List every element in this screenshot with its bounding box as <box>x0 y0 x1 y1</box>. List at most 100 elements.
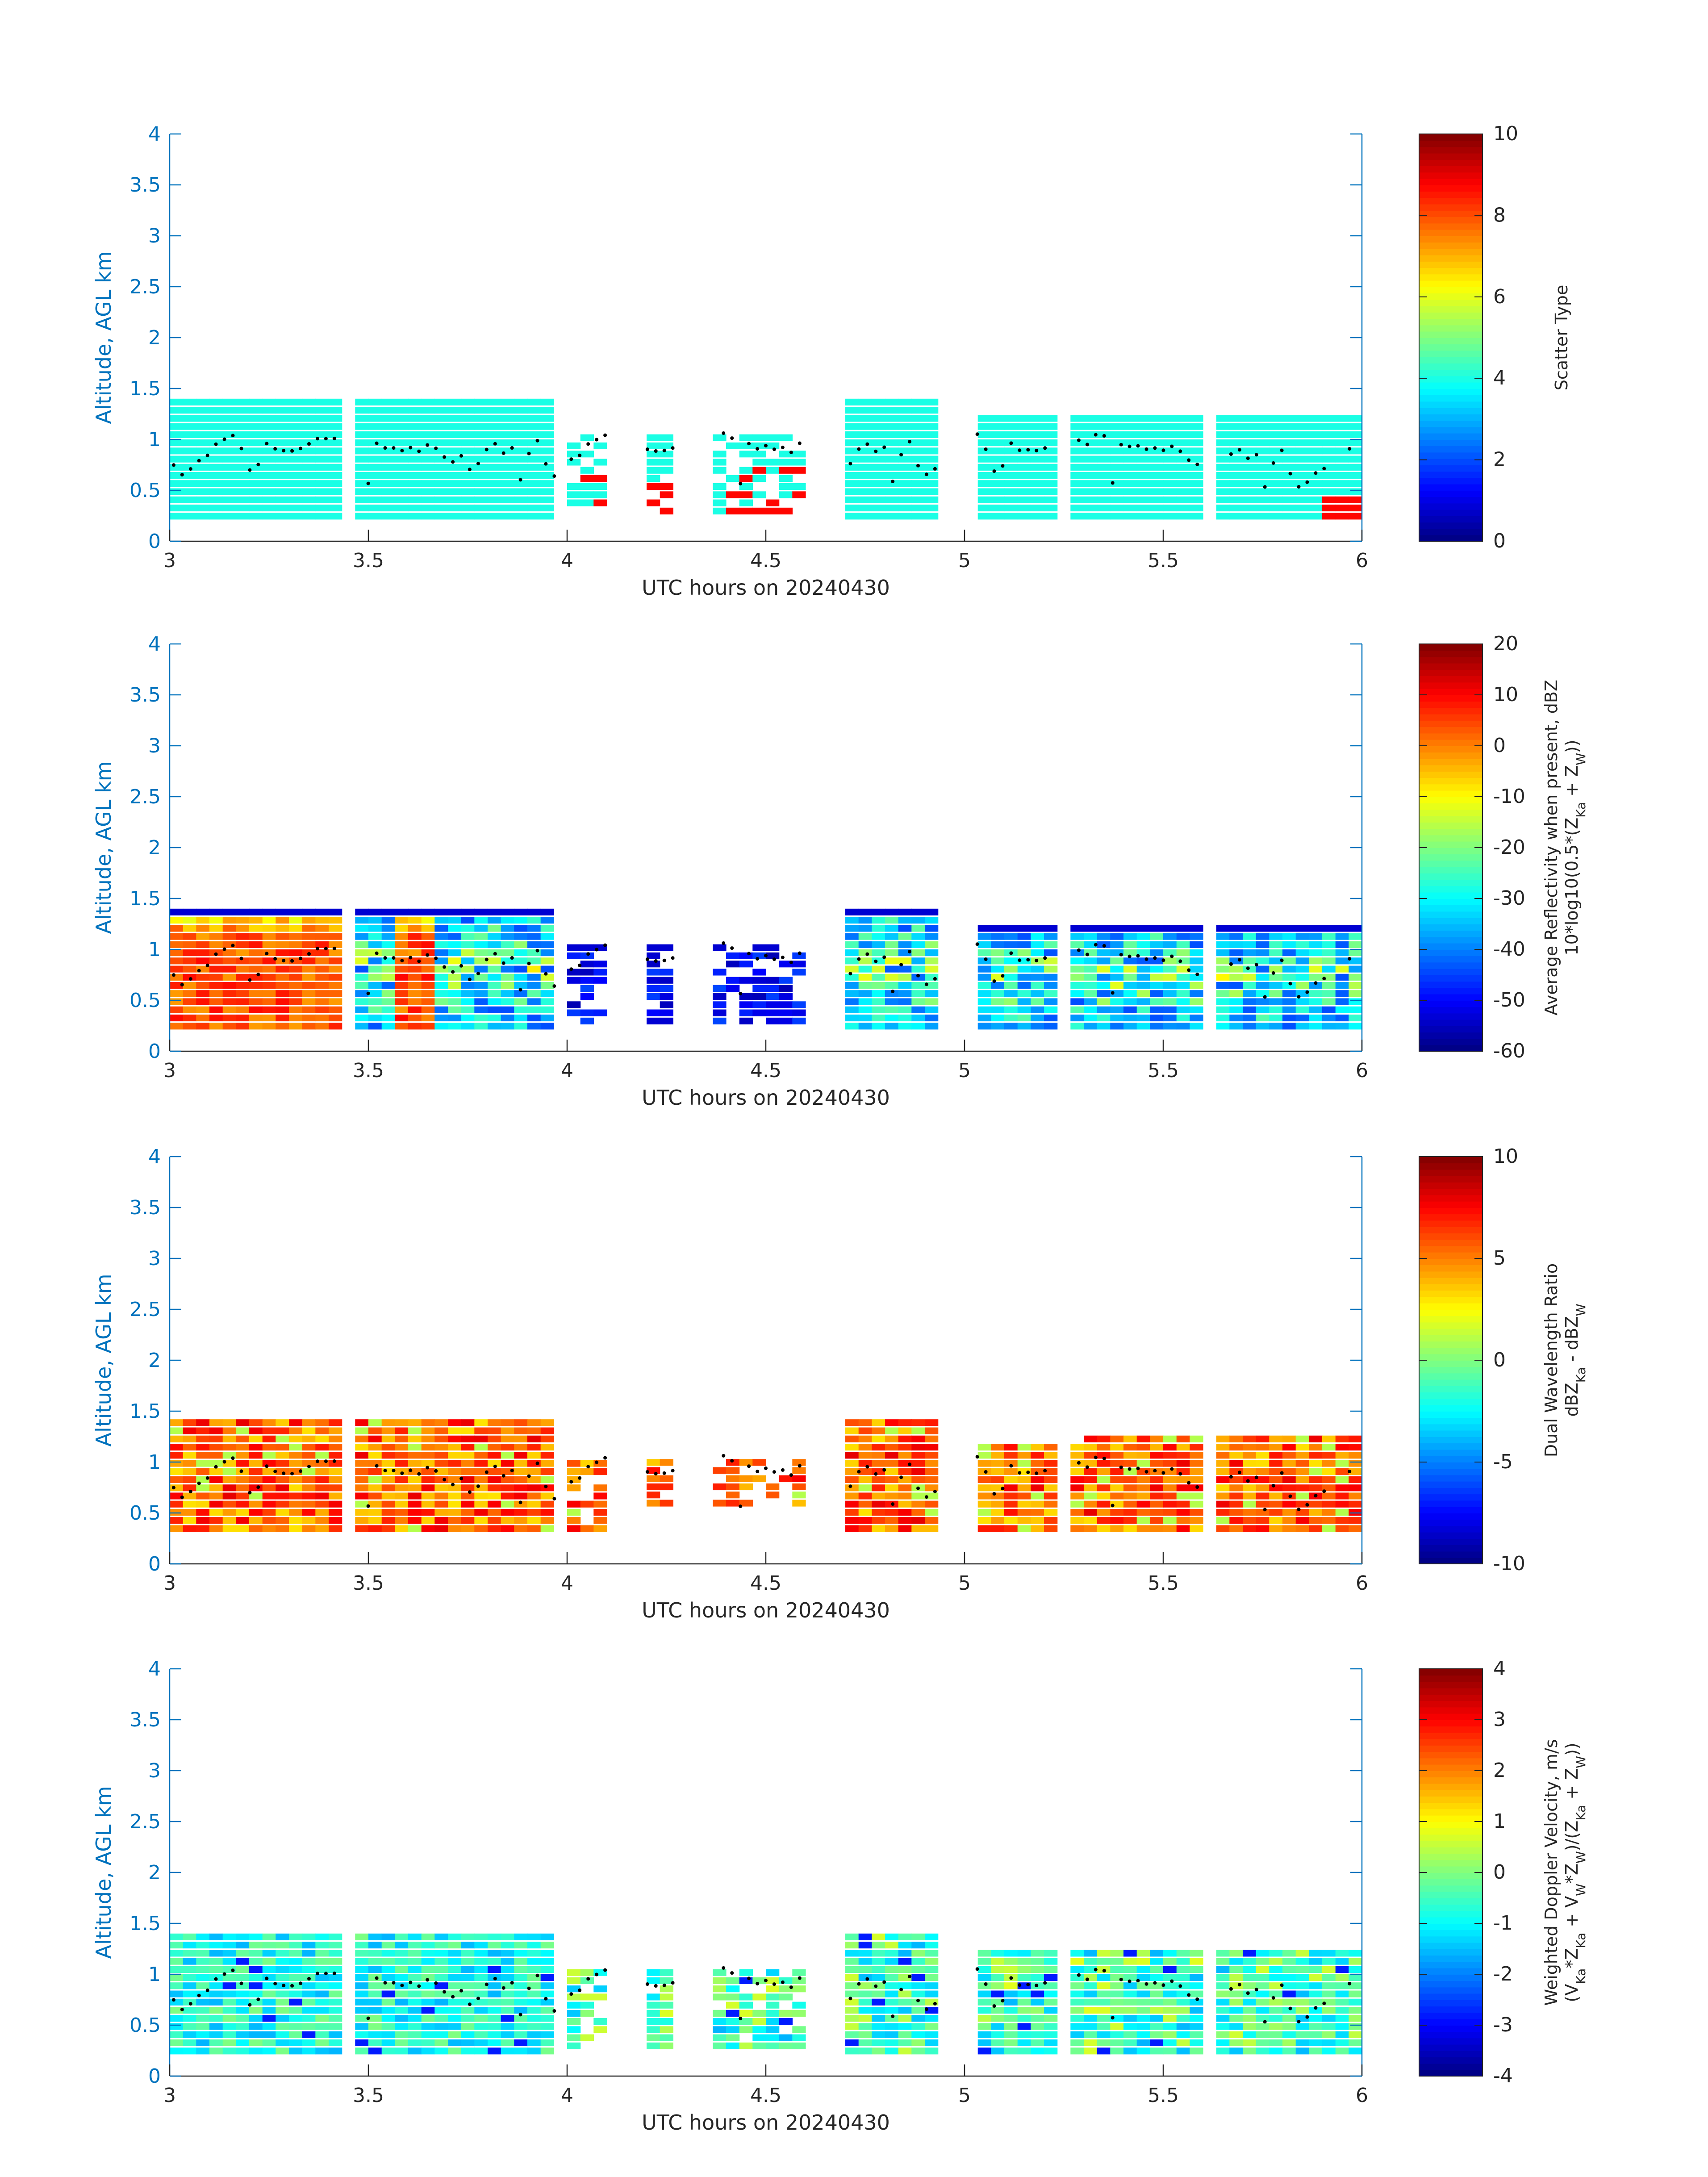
heatmap-cell <box>752 1001 766 1008</box>
heatmap-cell <box>222 1942 236 1949</box>
heatmap-cell <box>289 1460 303 1467</box>
heatmap-cell <box>514 488 528 495</box>
heatmap-cell <box>1282 513 1296 520</box>
layer-dot <box>1187 968 1191 972</box>
heatmap-cell <box>276 2047 289 2055</box>
heatmap-cell <box>1349 933 1362 940</box>
heatmap-cell <box>898 2031 912 2038</box>
heatmap-cell <box>302 982 316 989</box>
heatmap-cell <box>222 1006 236 1013</box>
heatmap-cell <box>276 1492 289 1500</box>
heatmap-cell <box>580 993 594 1000</box>
heatmap-cell <box>315 1942 329 1949</box>
heatmap-cell <box>845 1476 859 1483</box>
heatmap-cell <box>1322 415 1336 422</box>
heatmap-cell <box>1309 1982 1323 1989</box>
heatmap-cell <box>1269 2039 1283 2047</box>
heatmap-cell <box>1097 439 1111 447</box>
heatmap-cell <box>1309 933 1323 940</box>
colorbar-swatch <box>1419 401 1482 408</box>
heatmap-cell <box>289 431 303 438</box>
heatmap-cell <box>474 974 488 981</box>
heatmap-cell <box>302 908 316 915</box>
heatmap-cell <box>1335 933 1349 940</box>
layer-dot <box>916 1486 920 1490</box>
heatmap-cell <box>183 1998 196 2006</box>
heatmap-cell <box>1243 1014 1257 1022</box>
heatmap-cell <box>1282 1435 1296 1442</box>
layer-dot <box>493 952 497 956</box>
heatmap-cell <box>249 1508 263 1516</box>
heatmap-cell <box>1097 1998 1111 2006</box>
layer-dot <box>451 1995 455 1999</box>
heatmap-cell <box>1335 974 1349 981</box>
heatmap-cell <box>977 447 991 455</box>
heatmap-cell <box>368 1452 382 1459</box>
heatmap-cell <box>289 464 303 471</box>
heatmap-cell <box>540 2031 554 2038</box>
heatmap-cell <box>1322 949 1336 957</box>
heatmap-cell <box>1070 1023 1084 1030</box>
heatmap-cell <box>170 2023 184 2030</box>
heatmap-cell <box>461 949 475 957</box>
heatmap-cell <box>858 2023 872 2030</box>
layer-dot <box>239 957 243 961</box>
heatmap-cell <box>1031 1492 1044 1500</box>
heatmap-cell <box>580 2010 594 2017</box>
heatmap-cell <box>262 2039 276 2047</box>
heatmap-cell <box>395 455 409 463</box>
layer-dot <box>891 1502 895 1506</box>
layer-dot <box>222 1460 226 1464</box>
heatmap-cell <box>488 990 501 997</box>
y-tick-label: 2.5 <box>129 1810 161 1833</box>
heatmap-cell <box>448 933 462 940</box>
heatmap-cell <box>236 1484 250 1492</box>
layer-dot <box>417 959 421 963</box>
heatmap-cell <box>1282 439 1296 447</box>
heatmap-cell <box>1031 423 1044 430</box>
heatmap-cell <box>1150 2047 1164 2055</box>
heatmap-cell <box>567 499 581 506</box>
heatmap-cell <box>236 1452 250 1459</box>
heatmap-cell <box>752 1009 766 1016</box>
layer-dot <box>662 1471 666 1475</box>
heatmap-cell <box>395 998 409 1005</box>
heatmap-cell <box>527 1958 541 1965</box>
heatmap-cell <box>1070 431 1084 438</box>
heatmap-cell <box>1044 1014 1058 1022</box>
heatmap-cell <box>1031 990 1044 997</box>
heatmap-cell <box>1084 488 1098 495</box>
heatmap-cell <box>1269 415 1283 422</box>
heatmap-cell <box>408 965 422 973</box>
heatmap-cell <box>1163 496 1177 503</box>
heatmap-cell <box>1097 496 1111 503</box>
heatmap-cell <box>302 415 316 422</box>
heatmap-cell <box>395 464 409 471</box>
heatmap-cell <box>792 2026 806 2033</box>
heatmap-cell <box>183 1484 196 1492</box>
heatmap-cell <box>540 1517 554 1524</box>
heatmap-cell <box>501 2047 514 2055</box>
heatmap-cell <box>262 982 276 989</box>
heatmap-cell <box>1176 1974 1190 1981</box>
heatmap-cell <box>222 439 236 447</box>
heatmap-cell <box>792 2010 806 2017</box>
colorbar-swatch <box>1419 1764 1482 1771</box>
layer-dot <box>332 436 336 440</box>
heatmap-cell <box>355 455 369 463</box>
heatmap-cell <box>858 464 872 471</box>
heatmap-cell <box>885 965 899 973</box>
heatmap-cell <box>381 965 395 973</box>
heatmap-cell <box>474 1444 488 1451</box>
heatmap-cell <box>1017 1966 1031 1973</box>
heatmap-cell <box>1190 925 1203 932</box>
heatmap-cell <box>1256 1958 1270 1965</box>
layer-dot <box>535 949 539 953</box>
colorbar-swatch <box>1419 1468 1482 1475</box>
layer-dot <box>324 1459 328 1463</box>
layer-dot <box>1348 447 1352 451</box>
heatmap-cell <box>262 917 276 924</box>
heatmap-cell <box>1110 415 1124 422</box>
heatmap-cell <box>1256 925 1270 932</box>
heatmap-cell <box>276 933 289 940</box>
